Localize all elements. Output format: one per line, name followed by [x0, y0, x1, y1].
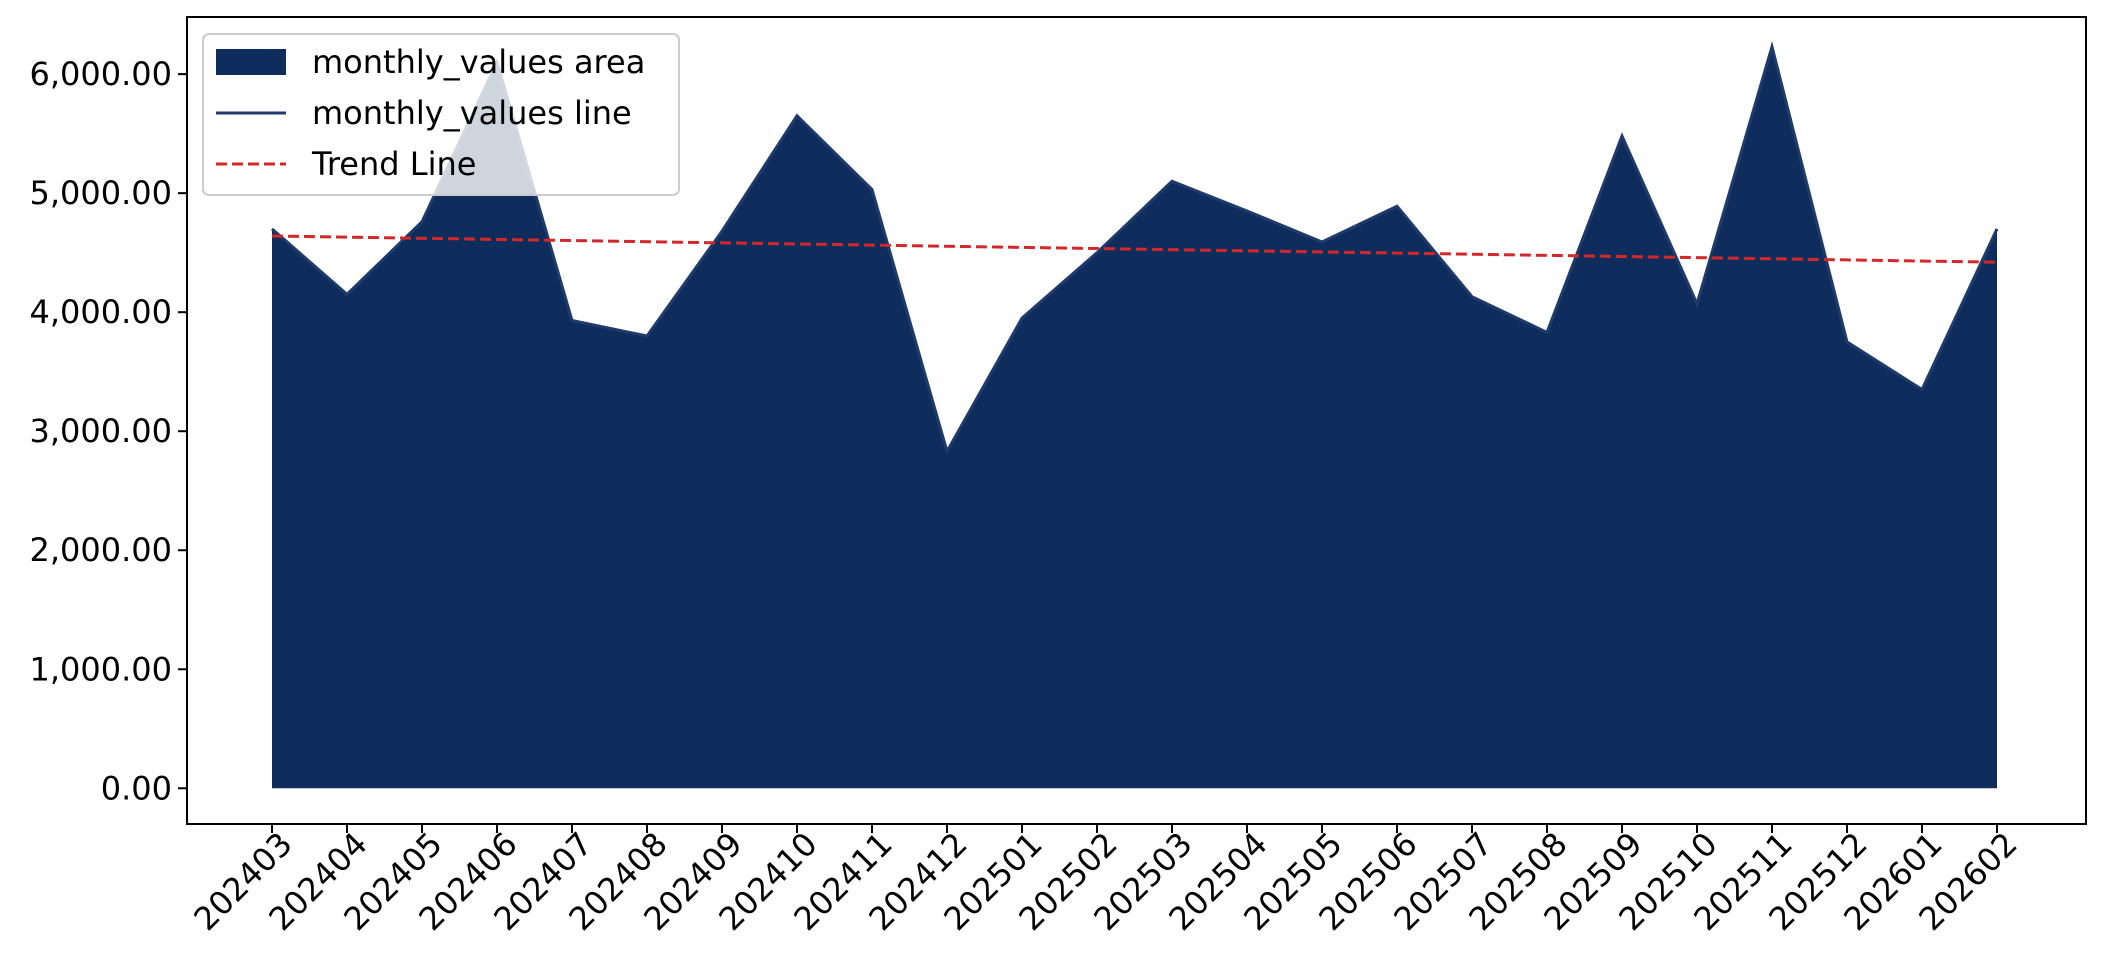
y-tick-label: 1,000.00 — [30, 650, 173, 688]
area-fill — [272, 46, 1997, 789]
legend-box — [202, 33, 680, 196]
series-line — [271, 41, 1999, 456]
legend: monthly_values area monthly_values line Tr… — [202, 33, 680, 196]
legend-swatch-area — [216, 49, 286, 75]
y-tick-label: 4,000.00 — [30, 293, 173, 331]
y-tick-label: 0.00 — [101, 769, 172, 807]
y-tick-label: 2,000.00 — [30, 531, 173, 569]
plot-frame — [186, 16, 2087, 825]
legend-label: monthly_values line — [312, 94, 632, 132]
plot-area — [271, 41, 1999, 789]
y-tick-label: 5,000.00 — [30, 174, 173, 212]
y-tick-label: 6,000.00 — [30, 55, 173, 93]
legend-label: Trend Line — [311, 145, 476, 183]
legend-label: monthly_values area — [312, 43, 645, 81]
y-tick-label: 3,000.00 — [30, 412, 173, 450]
